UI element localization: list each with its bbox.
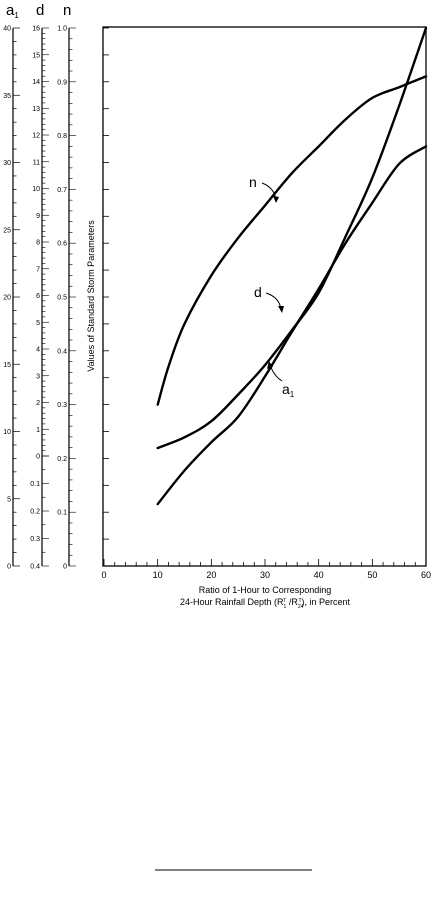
scale-a1: 0 5 10 15 20 25 30 35 40 <box>3 26 20 571</box>
d-tick-label: 0.4 <box>30 564 40 571</box>
label-a1: a1 <box>282 381 295 399</box>
plot-left-ticks <box>103 27 109 567</box>
d-tick-label: 0.3 <box>30 536 40 543</box>
d-tick-label: 0 <box>36 454 40 461</box>
y-axis-title: Values of Standard Storm Parameters <box>86 220 96 372</box>
leader-d-arrow <box>278 306 284 313</box>
d-tick-label: 9 <box>36 213 40 220</box>
d-tick-label: 15 <box>32 52 40 59</box>
scale-name-a1: a1 <box>6 2 19 20</box>
x-tick-label: 10 <box>153 570 163 580</box>
d-tick-label: 0.2 <box>30 509 40 516</box>
a1-tick-label: 40 <box>3 26 11 33</box>
d-tick-label: 5 <box>36 320 40 327</box>
d-tick-label: 7 <box>36 266 40 273</box>
n-tick-label: 0.2 <box>57 456 67 463</box>
label-d: d <box>254 284 262 300</box>
d-tick-label: 11 <box>33 159 40 166</box>
n-tick-label: 0.4 <box>57 348 67 355</box>
leader-d <box>265 292 282 311</box>
d-tick-label: 12 <box>32 133 40 140</box>
x-tick-label: 30 <box>260 570 270 580</box>
n-tick-label: 0 <box>63 564 67 571</box>
d-tick-label: 10 <box>32 186 40 193</box>
a1-tick-label: 10 <box>3 429 11 436</box>
n-tick-label: 0.8 <box>57 133 67 140</box>
a1-tick-label: 0 <box>7 564 11 571</box>
n-tick-label: 0.5 <box>57 295 67 302</box>
a1-tick-label: 5 <box>7 496 11 503</box>
x-axis: 0 10 20 30 40 50 60 <box>101 559 431 580</box>
n-tick-label: 0.9 <box>57 79 67 86</box>
curves <box>156 26 428 506</box>
scale-n: 0 0.1 0.2 0.3 0.4 0.5 0.6 0.7 0.8 0.9 1.0 <box>57 26 76 571</box>
d-tick-label: 8 <box>36 240 40 247</box>
a1-tick-label: 15 <box>3 362 11 369</box>
d-tick-label: 3 <box>36 373 40 380</box>
x-tick-label: 40 <box>314 570 324 580</box>
label-n: n <box>249 174 257 190</box>
d-tick-label: 4 <box>36 347 40 354</box>
d-tick-label: 16 <box>32 26 40 33</box>
x-tick-label: 0 <box>101 570 106 580</box>
leader-n-arrow <box>273 196 279 203</box>
leader-a1-arrow <box>267 361 273 369</box>
d-tick-label: 6 <box>36 293 40 300</box>
n-tick-label: 0.3 <box>57 402 67 409</box>
x-axis-title-line2: 24-Hour Rainfall Depth (R1T /R24T), in P… <box>180 597 351 610</box>
a1-tick-label: 30 <box>3 160 11 167</box>
d-tick-label: 13 <box>32 106 40 113</box>
n-tick-label: 0.1 <box>57 510 67 517</box>
a1-tick-label: 20 <box>3 295 11 302</box>
x-tick-label: 60 <box>421 570 431 580</box>
scale-name-d: d <box>36 2 44 19</box>
a1-tick-label: 35 <box>3 93 11 100</box>
curve-a1 <box>156 145 428 506</box>
d-tick-label: 1 <box>36 427 40 434</box>
d-tick-label: 0.1 <box>30 481 40 488</box>
n-tick-label: 1.0 <box>57 26 67 33</box>
plot-frame <box>102 26 427 567</box>
curve-n <box>156 75 428 406</box>
x-tick-label: 20 <box>206 570 216 580</box>
d-tick-label: 2 <box>36 400 40 407</box>
d-tick-label: 14 <box>32 79 40 86</box>
scale-name-n: n <box>63 2 71 19</box>
n-tick-label: 0.7 <box>57 187 67 194</box>
n-tick-label: 0.6 <box>57 241 67 248</box>
x-tick-label: 50 <box>367 570 377 580</box>
x-axis-title-line1: Ratio of 1-Hour to Corresponding <box>199 585 332 595</box>
a1-tick-label: 25 <box>3 227 11 234</box>
